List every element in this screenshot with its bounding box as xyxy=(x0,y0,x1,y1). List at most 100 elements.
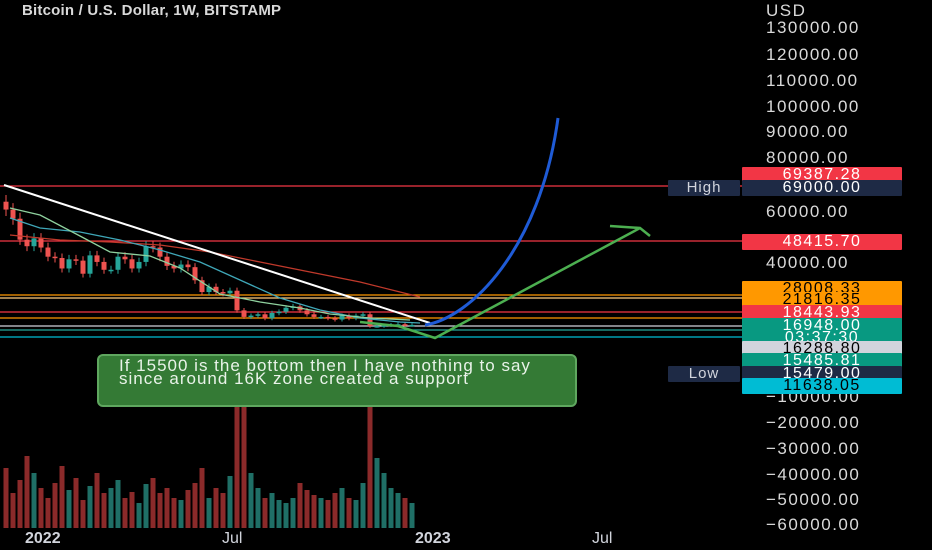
high-tag: High xyxy=(668,180,740,196)
candle xyxy=(248,315,254,318)
candle xyxy=(10,209,16,219)
candle xyxy=(283,307,289,312)
price-tick: 40000.00 xyxy=(766,253,849,272)
candle xyxy=(143,246,149,262)
candle xyxy=(402,324,408,326)
annotation-note[interactable]: If 15500 is the bottom then I have nothi… xyxy=(97,354,577,407)
price-tick: 130000.00 xyxy=(766,18,860,37)
candle xyxy=(59,258,65,269)
candle xyxy=(311,314,317,317)
price-tick: −60000.00 xyxy=(766,515,861,534)
volume-bar xyxy=(199,468,205,528)
price-tick: −30000.00 xyxy=(766,439,861,458)
volume-bar xyxy=(353,500,359,528)
volume-bar xyxy=(248,473,254,528)
candle xyxy=(150,246,156,248)
candle xyxy=(73,259,79,261)
volume-bar xyxy=(388,488,394,528)
candles xyxy=(3,195,415,328)
candle xyxy=(87,255,93,274)
volume-bar xyxy=(136,503,142,528)
candle xyxy=(17,218,23,240)
candle xyxy=(409,324,415,327)
volume-bar xyxy=(339,488,345,528)
time-tick: Jul xyxy=(592,530,613,547)
candle xyxy=(367,314,373,327)
volume-bar xyxy=(31,473,37,528)
candle xyxy=(101,261,107,270)
moving-average-green xyxy=(9,207,411,321)
volume-bar xyxy=(409,503,415,528)
candle xyxy=(381,325,387,327)
candle xyxy=(52,256,58,259)
candle xyxy=(122,256,128,260)
price-label: 48415.70 xyxy=(742,234,902,250)
candle xyxy=(255,314,261,316)
volume-bar xyxy=(290,498,296,528)
volume-bars xyxy=(3,378,415,528)
price-label: 69000.00 xyxy=(742,180,902,196)
candle xyxy=(31,238,37,247)
volume-bar xyxy=(45,498,51,528)
price-tick: 90000.00 xyxy=(766,122,849,141)
price-label: 18443.93 xyxy=(742,305,902,321)
volume-bar xyxy=(241,388,247,528)
candle xyxy=(318,316,324,319)
candle xyxy=(360,314,366,316)
price-tick: 100000.00 xyxy=(766,97,860,116)
price-label: 69387.28 xyxy=(742,167,902,183)
candle xyxy=(206,286,212,293)
candle xyxy=(157,247,163,257)
time-tick: 2022 xyxy=(25,530,61,547)
volume-bar xyxy=(150,478,156,528)
volume-bar xyxy=(94,473,100,528)
volume-bar xyxy=(192,483,198,528)
volume-bar xyxy=(325,500,331,528)
candle xyxy=(115,256,121,270)
volume-bar xyxy=(164,488,170,528)
volume-bar xyxy=(395,493,401,528)
volume-bar xyxy=(3,468,9,528)
volume-bar xyxy=(276,500,282,528)
volume-bar xyxy=(318,498,324,528)
volume-bar xyxy=(73,478,79,528)
low-tag: Low xyxy=(668,366,740,382)
volume-bar xyxy=(402,498,408,528)
candle xyxy=(213,286,219,293)
candle xyxy=(66,259,72,269)
volume-bar xyxy=(10,493,16,528)
candle xyxy=(374,326,380,328)
volume-bar xyxy=(262,498,268,528)
price-tick: 110000.00 xyxy=(766,71,859,90)
moving-average-red xyxy=(9,234,421,298)
candle xyxy=(325,316,331,319)
candle xyxy=(276,311,282,314)
volume-bar xyxy=(80,500,86,528)
price-label: 21816.35 xyxy=(742,292,902,308)
candle xyxy=(269,312,275,319)
price-tick: 80000.00 xyxy=(766,148,849,167)
time-tick: Jul xyxy=(222,530,243,547)
volume-bar xyxy=(213,488,219,528)
volume-bar xyxy=(38,488,44,528)
volume-bar xyxy=(311,495,317,528)
candle xyxy=(171,265,177,269)
candle xyxy=(304,310,310,315)
candle xyxy=(108,269,114,272)
candle xyxy=(192,267,198,281)
volume-bar xyxy=(269,493,275,528)
moving-average-cyan xyxy=(9,217,421,324)
candle xyxy=(45,247,51,257)
volume-bar xyxy=(367,403,373,528)
projection-arrow xyxy=(359,226,641,340)
volume-bar xyxy=(381,473,387,528)
volume-bar xyxy=(24,456,30,528)
candle xyxy=(241,310,247,317)
volume-bar xyxy=(374,458,380,528)
volume-bar xyxy=(115,480,121,528)
candle xyxy=(3,201,9,210)
candle xyxy=(227,290,233,294)
volume-bar xyxy=(220,493,226,528)
candle xyxy=(220,292,226,294)
